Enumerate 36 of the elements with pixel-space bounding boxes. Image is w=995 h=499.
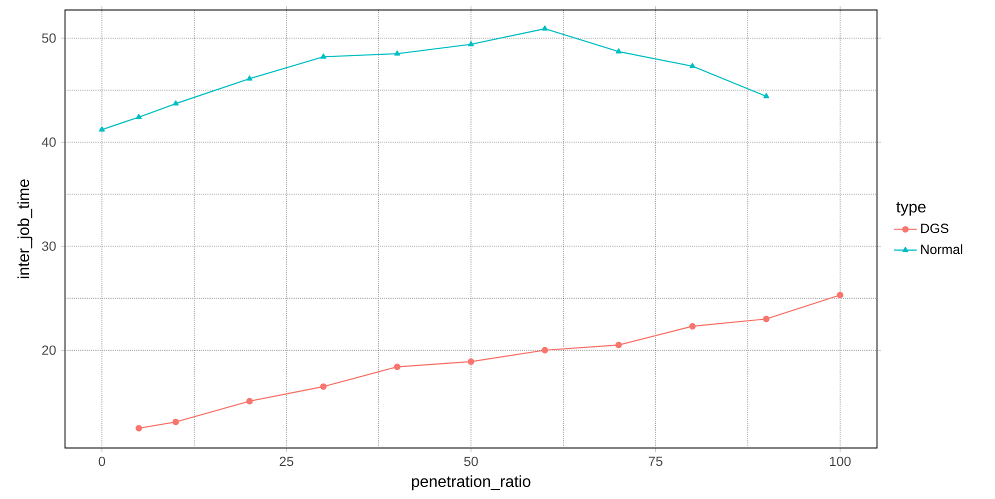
point: [99, 126, 105, 132]
x-tick-label: 100: [830, 456, 851, 466]
legend-title: type: [896, 202, 926, 216]
y-tick-label: 30: [42, 241, 56, 251]
point: [542, 346, 548, 354]
x-tick-label: 75: [648, 456, 662, 466]
legend-label: DGS: [921, 224, 948, 234]
y-tick-label: 20: [42, 345, 56, 355]
point: [836, 292, 844, 298]
point: [246, 75, 252, 81]
point: [690, 62, 696, 68]
y-tick-label: 50: [42, 33, 56, 43]
point: [136, 424, 142, 432]
point: [615, 342, 622, 348]
point: [468, 41, 474, 46]
y-axis-title: inter_job_time: [17, 179, 32, 278]
point: [616, 48, 622, 54]
point: [136, 114, 142, 120]
point: [468, 358, 474, 365]
point: [172, 418, 180, 426]
point: [394, 364, 400, 370]
point: [172, 100, 179, 106]
x-tick-label: 25: [280, 456, 294, 466]
y-tick-label: 40: [42, 137, 56, 147]
point: [394, 50, 400, 56]
point: [246, 398, 253, 404]
point: [320, 54, 326, 59]
point: [542, 25, 548, 31]
point: [763, 93, 770, 98]
point: [763, 316, 770, 322]
legend-label: Normal: [921, 244, 962, 254]
point: [689, 322, 696, 330]
x-tick-label: 50: [464, 456, 478, 466]
x-axis-title: penetration_ratio: [412, 475, 530, 490]
x-tick-label: 0: [98, 456, 106, 466]
point: [320, 383, 327, 390]
